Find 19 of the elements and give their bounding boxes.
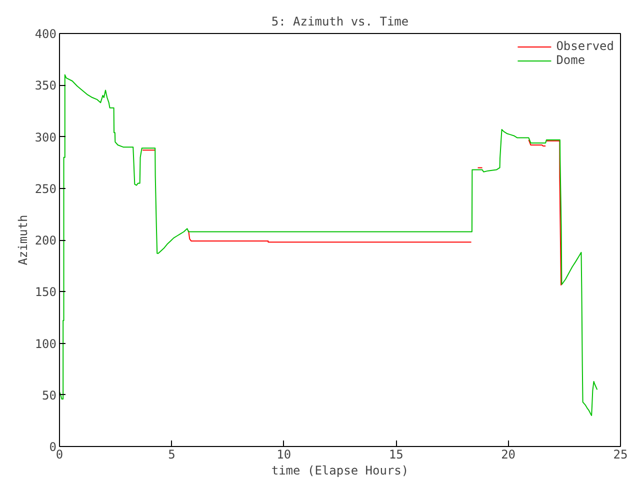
- y-tick-label: 100: [34, 336, 57, 351]
- chart-title: 5: Azimuth vs. Time: [271, 14, 409, 28]
- legend-label: Dome: [556, 53, 586, 67]
- x-axis-title: time (Elapse Hours): [271, 464, 409, 478]
- y-tick-label: 250: [34, 182, 57, 196]
- y-axis-title: Azimuth: [16, 214, 30, 266]
- line-series: [60, 74, 598, 416]
- y-tick-label: 150: [34, 285, 57, 300]
- x-tick-label: 15: [388, 448, 404, 462]
- legend-label: Observed: [556, 39, 614, 53]
- y-tick-label: 350: [34, 78, 57, 93]
- x-tick-label: 5: [168, 448, 176, 462]
- y-tick-label: 50: [42, 388, 57, 402]
- x-tick-label: 10: [276, 448, 292, 462]
- x-tick-label: 20: [501, 448, 516, 462]
- y-tick-label: 400: [34, 27, 57, 41]
- y-tick-label: 200: [34, 234, 57, 248]
- x-tick-label: 25: [613, 448, 628, 462]
- y-tick-label: 300: [34, 130, 57, 144]
